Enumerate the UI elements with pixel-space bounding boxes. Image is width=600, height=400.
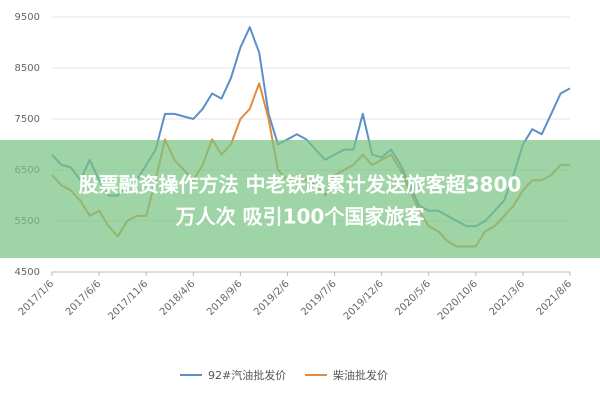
- x-tick-label: 2017/1/6: [17, 278, 57, 318]
- x-tick-label: 2018/4/6: [158, 278, 198, 318]
- x-tick-label: 2019/12/6: [342, 278, 386, 322]
- x-tick-label: 2020/10/6: [436, 278, 480, 322]
- banner-text: 股票融资操作方法 中老铁路累计发送旅客超3800: [79, 173, 522, 197]
- y-tick-label: 8500: [15, 63, 40, 74]
- x-tick-label: 2017/11/6: [106, 278, 150, 322]
- y-tick-label: 9500: [15, 12, 40, 23]
- x-tick-label: 2021/3/6: [488, 278, 528, 318]
- x-tick-label: 2017/6/6: [64, 278, 104, 318]
- legend-label: 柴油批发价: [333, 368, 388, 382]
- x-tick-label: 2021/8/6: [535, 278, 575, 318]
- banner: [0, 140, 600, 258]
- y-tick-label: 4500: [15, 267, 40, 278]
- banner-text: 万人次 吸引100个国家旅客: [175, 205, 426, 229]
- x-tick-label: 2019/7/6: [299, 278, 339, 318]
- legend-label: 92#汽油批发价: [208, 368, 286, 382]
- x-tick-label: 2018/9/6: [205, 278, 245, 318]
- y-tick-label: 7500: [15, 114, 40, 125]
- x-tick-label: 2019/2/6: [252, 278, 292, 318]
- x-tick-label: 2020/5/6: [393, 278, 433, 318]
